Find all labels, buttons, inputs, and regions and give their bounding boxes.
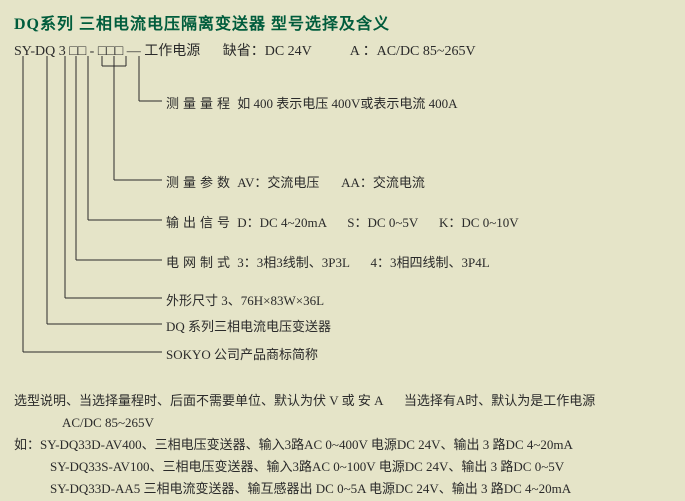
level-dq: DQ 系列三相电流电压变送器	[166, 316, 331, 335]
out-spacer2	[421, 215, 436, 230]
size-text: 外形尺寸 3、76H×83W×36L	[166, 293, 324, 308]
footer-note2: AC/DC 85~265V	[14, 412, 595, 434]
model-spacer1	[204, 44, 220, 60]
ex1: SY-DQ33D-AV400、三相电压变送器、输入3路AC 0~400V 电源D…	[40, 437, 573, 452]
model-ps-a: A ：AC/DC 85~265V	[350, 40, 476, 60]
out-k: K：DC 0~10V	[439, 215, 519, 230]
param-av: AV：交流电压	[237, 175, 319, 190]
grid-4: 4：3相四线制、3P4L	[370, 255, 489, 270]
level-sokyo: SOKYO 公司产品商标简称	[166, 344, 318, 363]
footer-block: 选型说明、当选择量程时、后面不需要单位、默认为伏 V 或 安 A 当选择有A时、…	[14, 390, 595, 500]
note1b-text: 当选择有A时、默认为是工作电源	[404, 393, 595, 408]
footer-ex2: SY-DQ33S-AV100、三相电压变送器、输入3路AC 0~100V 电源D…	[14, 456, 595, 478]
out-s: S：DC 0~5V	[347, 215, 418, 230]
range-desc: 如 400 表示电压 400V或表示电流 400A	[237, 96, 457, 111]
level-param: 测量参数 AV：交流电压 AA：交流电流	[166, 172, 425, 191]
level-size: 外形尺寸 3、76H×83W×36L	[166, 290, 324, 309]
note1-spacer	[386, 393, 401, 408]
footer-ex3: SY-DQ33D-AA5 三相电流变送器、输互感器出 DC 0~5A 电源DC …	[14, 478, 595, 500]
model-string: SY-DQ 3 □□ - □□□ — 工作电源 缺省：DC 24V A ：AC/…	[14, 40, 671, 60]
page-root: DQ系列 三相电流电压隔离变送器 型号选择及含义 SY-DQ 3 □□ - □□…	[0, 0, 685, 501]
ex-label: 如：	[14, 437, 40, 452]
level-output: 输出信号 D：DC 4~20mA S：DC 0~5V K：DC 0~10V	[166, 212, 519, 231]
footer-note1: 选型说明、当选择量程时、后面不需要单位、默认为伏 V 或 安 A 当选择有A时、…	[14, 390, 595, 412]
page-title: DQ系列 三相电流电压隔离变送器 型号选择及含义	[14, 10, 671, 34]
out-spacer1	[330, 215, 345, 230]
model-box1: □□	[69, 44, 86, 60]
note1-text: 选型说明、当选择量程时、后面不需要单位、默认为伏 V 或 安 A	[14, 393, 383, 408]
model-prefix: SY-DQ 3	[14, 44, 66, 60]
model-box2: □□□	[98, 44, 123, 60]
param-aa: AA：交流电流	[341, 175, 425, 190]
out-d: D：DC 4~20mA	[237, 215, 326, 230]
model-spacer2	[315, 44, 346, 60]
grid-name: 电网制式	[166, 255, 234, 270]
dq-text: DQ 系列三相电流电压变送器	[166, 319, 331, 334]
param-name: 测量参数	[166, 175, 234, 190]
grid-3: 3：3相3线制、3P3L	[237, 255, 349, 270]
out-name: 输出信号	[166, 215, 234, 230]
sokyo-text: SOKYO 公司产品商标简称	[166, 347, 318, 362]
model-dash2: — 工作电源	[127, 40, 201, 60]
grid-spacer	[353, 255, 368, 270]
model-dash1: -	[90, 44, 95, 60]
level-grid: 电网制式 3：3相3线制、3P3L 4：3相四线制、3P4L	[166, 252, 490, 271]
model-ps-default: 缺省：DC 24V	[223, 40, 312, 60]
param-spacer	[323, 175, 338, 190]
footer-ex1-line: 如：SY-DQ33D-AV400、三相电压变送器、输入3路AC 0~400V 电…	[14, 434, 595, 456]
level-range: 测量量程 如 400 表示电压 400V或表示电流 400A	[166, 93, 458, 112]
range-name: 测量量程	[166, 96, 234, 111]
